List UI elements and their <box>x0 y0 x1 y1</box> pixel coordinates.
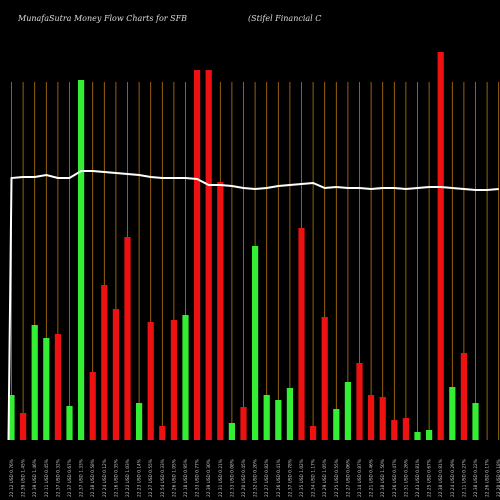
x-tick-label: 22.26 USD 1.05% <box>171 459 177 497</box>
bar <box>20 413 27 440</box>
bar <box>182 315 189 440</box>
x-tick-label: 22.34 USD 1.17% <box>311 459 317 497</box>
bar <box>414 432 421 440</box>
bar <box>263 395 270 440</box>
x-tick-label: 22.43 USD 0.81% <box>415 459 421 497</box>
x-tick-label: 22.26 USD 0.41% <box>276 459 282 497</box>
x-tick-label: 22.14 USD 0.87% <box>357 459 363 497</box>
x-tick-labels: 22.12 USD 0.76% 22.39 USD 1.45% 22.39 USD … <box>9 459 500 497</box>
bar <box>31 325 38 440</box>
bar <box>333 409 340 440</box>
x-tick-label: 22.18 USD 0.95% <box>183 459 189 497</box>
x-tick-label: 22.39 USD 0.30% <box>206 459 212 497</box>
bar <box>310 426 317 440</box>
money-flow-line <box>7 170 499 441</box>
x-tick-label: 22.20 USD 0.45% <box>241 459 247 497</box>
x-tick-label: 22.54 USD 0.33% <box>160 459 166 497</box>
bar <box>252 246 259 440</box>
x-tick-label: 22.38 USD 0.58% <box>90 459 96 497</box>
x-tick-label: 22.29 USD 1.05% <box>322 459 328 497</box>
bar <box>286 388 293 440</box>
bar <box>124 237 131 440</box>
x-tick-label: 22.22 USD 1.03% <box>125 459 131 497</box>
x-tick-label: 22.39 USD 1.46% <box>32 459 38 497</box>
x-tick-label: 22.11 USD 0.27% <box>461 459 467 497</box>
x-tick-label: 22.37 USD 0.32% <box>55 459 61 497</box>
bar <box>472 403 479 440</box>
x-tick-label: 22.20 USD 0.18% <box>496 459 500 497</box>
x-tick-label: 22.37 USD 0.67% <box>67 459 73 497</box>
bar <box>298 228 305 440</box>
x-tick-label: 22.27 USD 0.55% <box>148 459 154 497</box>
x-tick-label: 22.37 USD 0.78% <box>287 459 293 497</box>
bar <box>344 382 351 440</box>
bar <box>379 397 386 440</box>
bar <box>391 420 398 440</box>
x-tick-label: 22.23 USD 0.14% <box>137 459 143 497</box>
bar <box>217 182 224 440</box>
x-tick-label: 22.11 USD 0.45% <box>44 459 50 497</box>
bar <box>147 322 154 440</box>
bar <box>356 363 363 440</box>
x-tick-label: 22.33 USD 0.77% <box>195 459 201 497</box>
bar <box>368 395 375 440</box>
x-tick-label: 22.32 USD 0.20% <box>253 459 259 497</box>
bar <box>78 80 85 440</box>
bar <box>194 70 201 440</box>
x-tick-label: 22.27 USD 0.06% <box>345 459 351 497</box>
x-tick-label: 22.25 USD 0.55% <box>334 459 340 497</box>
chart-title: MunafaSutra Money Flow Charts for SFB <box>18 14 188 23</box>
bar <box>205 70 212 440</box>
bar <box>8 395 15 440</box>
bar-series <box>8 52 479 440</box>
x-tick-label: 22.24 USD 0.12% <box>102 459 108 497</box>
bar <box>460 353 467 440</box>
bar <box>170 320 177 440</box>
x-tick-label: 22.33 USD 0.08% <box>229 459 235 497</box>
x-tick-label: 22.38 USD 0.81% <box>438 459 444 497</box>
x-tick-label: 22.26 USD 0.17% <box>485 459 491 497</box>
bar <box>136 403 143 440</box>
x-tick-label: 22.38 USD 1.50% <box>380 459 386 497</box>
bar <box>66 406 73 440</box>
x-tick-label: 22.24 USD 0.29% <box>450 459 456 497</box>
x-tick-label: 22.26 USD 0.47% <box>392 459 398 497</box>
x-tick-label: 22.31 USD 0.26% <box>403 459 409 497</box>
bar <box>112 309 119 440</box>
x-tick-label: 22.16 USD 0.35% <box>113 459 119 497</box>
x-tick-label: 22.38 USD 0.22% <box>473 459 479 497</box>
bar <box>437 52 444 440</box>
x-tick-label: 22.39 USD 1.45% <box>21 459 27 497</box>
x-tick-label: 22.25 USD 0.67% <box>427 459 433 497</box>
bar <box>89 372 96 440</box>
x-tick-label: 22.31 USD 0.21% <box>218 459 224 497</box>
x-tick-label: 22.27 USD 0.82% <box>264 459 270 497</box>
x-tick-label: 22.21 USD 0.46% <box>369 459 375 497</box>
bar <box>54 334 61 440</box>
bar <box>228 423 235 440</box>
x-tick-label: 22.37 USD 1.33% <box>79 459 85 497</box>
bar <box>240 407 247 440</box>
x-tick-label: 22.12 USD 0.76% <box>9 459 15 497</box>
bar <box>101 285 108 440</box>
bar <box>402 418 409 440</box>
x-tick-label: 22.35 USD 1.02% <box>299 459 305 497</box>
company-name: (Stifel Financial C <box>248 14 322 23</box>
bar <box>426 430 433 440</box>
bar <box>43 338 50 440</box>
bar <box>449 387 456 440</box>
bar <box>321 317 328 440</box>
bar <box>159 426 166 440</box>
bar <box>275 400 282 440</box>
